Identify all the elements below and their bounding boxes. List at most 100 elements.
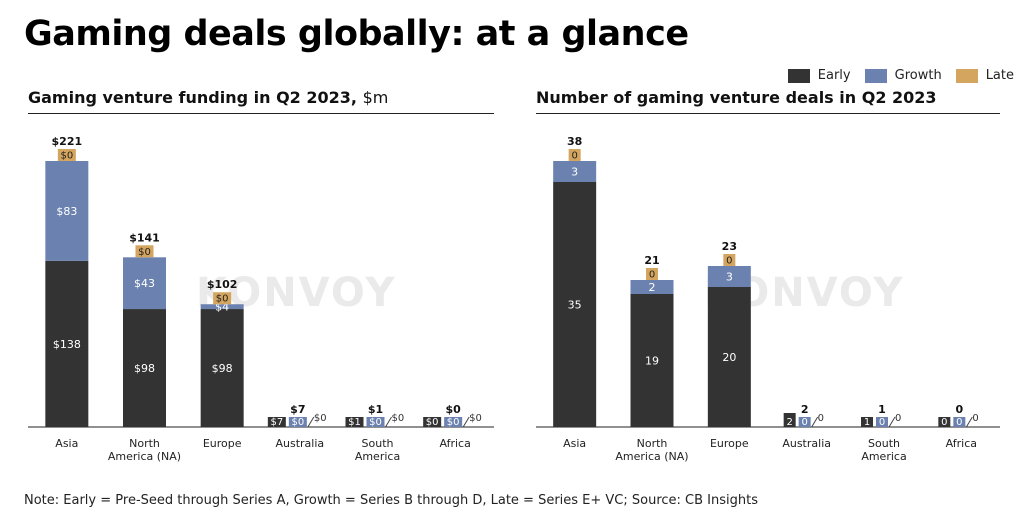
bar-value-label: 3 [726,271,733,284]
bar-total-label: $141 [129,231,160,244]
x-tick-label: North [129,437,160,450]
bar-value-label: $0 [447,417,460,428]
bar-value-label: 0 [941,417,947,428]
bar-total-label: 0 [956,403,964,416]
bar-total-label: $221 [52,135,83,148]
bar-segment-early [200,309,244,427]
bar-segment-growth [200,304,244,310]
bar-total-label: $1 [368,403,383,416]
x-tick-label: Asia [563,437,586,450]
bar-value-label: $0 [60,151,73,162]
bar-value-label: 0 [895,413,901,424]
bar-segment-growth [123,257,166,310]
x-tick-label: America (NA) [108,450,181,463]
bar-segment-growth [553,161,597,182]
bar-segment-late [723,254,736,266]
bar-segment-growth [876,417,888,427]
x-tick-label: Australia [275,437,324,450]
bar-value-label: 19 [645,355,659,368]
legend-label-growth: Growth [894,68,942,83]
bar-segment-growth [707,266,751,287]
legend-item-growth: Growth [864,68,942,83]
deals-chart-title: Number of gaming venture deals in Q2 202… [536,88,1000,114]
bar-segment-late [57,149,76,161]
bar-segment-late [646,268,658,280]
bar-value-label: $43 [134,277,155,290]
bar-value-label: 3 [571,166,578,179]
bar-value-label: $0 [469,413,482,424]
late-leader-line [385,416,392,428]
bar-segment-growth [288,417,307,427]
late-leader-line [888,416,896,428]
bar-value-label: $0 [392,413,405,424]
bar-value-label: 2 [786,417,792,428]
bar-segment-early [345,417,364,427]
legend-swatch-growth [864,68,887,83]
bar-value-label: 0 [649,270,655,281]
bar-segment-growth [444,417,463,427]
bar-value-label: 0 [818,413,824,424]
bar-value-label: 35 [568,299,582,312]
bar-value-label: $0 [369,417,382,428]
bar-value-label: 2 [649,281,656,294]
bar-value-label: $0 [138,247,151,258]
bar-segment-growth [953,417,966,427]
funding-chart-unit: $m [362,88,389,107]
bar-value-label: 0 [956,417,962,428]
bar-value-label: $0 [216,294,229,305]
bar-segment-early [423,417,442,427]
page-title: Gaming deals globally: at a glance [24,14,689,54]
legend-swatch-early [787,68,810,83]
bar-value-label: $83 [56,205,77,218]
bar-segment-early [45,260,89,427]
bar-value-label: 0 [801,417,807,428]
bar-value-label: 20 [722,351,736,364]
bar-value-label: $0 [314,413,327,424]
bar-segment-early [707,287,751,427]
bar-value-label: $98 [134,362,155,375]
bar-value-label: 0 [571,151,577,162]
x-tick-label: South [868,437,900,450]
bar-segment-early [123,309,166,427]
bar-segment-late [135,245,154,258]
bar-segment-early [267,417,286,427]
bar-value-label: 1 [864,417,870,428]
x-tick-label: Africa [439,437,470,450]
bar-segment-early [630,294,674,427]
bar-total-label: 38 [567,135,582,148]
bar-value-label: $98 [212,362,233,375]
deals-chart-title-text: Number of gaming venture deals in Q2 202… [536,88,937,107]
bar-segment-early [783,413,796,427]
x-tick-label: Asia [55,437,78,450]
legend-label-late: Late [985,68,1014,83]
bar-segment-late [568,149,581,161]
bar-value-label: $138 [53,338,81,351]
x-tick-label: Australia [782,437,831,450]
bar-value-label: 0 [726,256,732,267]
x-tick-label: North [637,437,668,450]
bar-total-label: 21 [644,254,659,267]
funding-chart-title: Gaming venture funding in Q2 2023, $m [28,88,494,114]
bar-total-label: 1 [878,403,886,416]
bar-segment-early [861,417,873,427]
x-tick-label: Africa [946,437,977,450]
late-leader-line [462,416,470,428]
x-tick-label: Europe [710,437,749,450]
legend-label-early: Early [817,68,851,83]
bar-total-label: $7 [290,403,305,416]
bar-total-label: $0 [446,403,462,416]
footnote: Note: Early = Pre-Seed through Series A,… [24,493,759,508]
bar-total-label: 23 [722,240,737,253]
bar-value-label: $1 [348,417,361,428]
chart-legend: Early Growth Late [787,68,1014,83]
late-leader-line [965,416,973,428]
x-tick-label: America [861,450,906,463]
bar-total-label: 2 [801,403,809,416]
legend-item-late: Late [955,68,1014,83]
x-tick-label: South [362,437,394,450]
legend-swatch-late [955,68,978,83]
bar-segment-late [213,292,232,305]
bar-total-label: $102 [207,278,238,291]
bar-value-label: $7 [270,417,283,428]
